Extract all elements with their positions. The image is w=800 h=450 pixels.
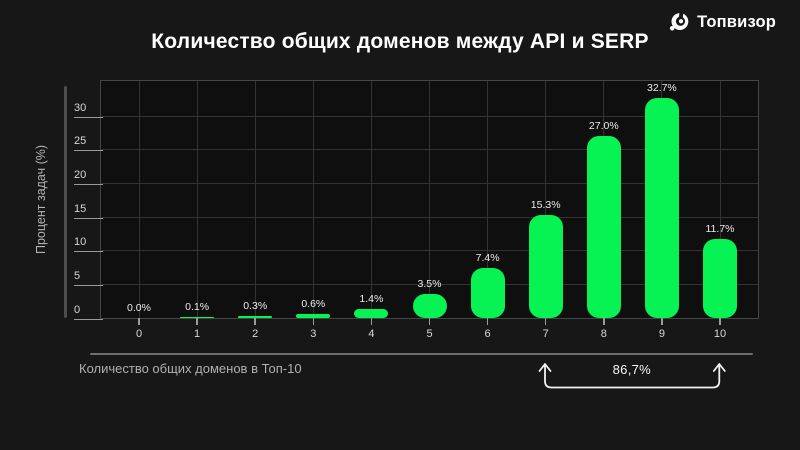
x-axis-title: Количество общих доменов в Топ-10 xyxy=(79,361,302,376)
gridline-vertical xyxy=(196,81,198,318)
bar xyxy=(412,294,447,318)
bar xyxy=(238,316,273,318)
y-tick-label: 10 xyxy=(74,237,103,253)
x-tick-label: 7 xyxy=(542,328,549,340)
range-annotation: 86,7% xyxy=(536,359,728,390)
annotation-label: 86,7% xyxy=(612,362,652,377)
y-tick-label: 20 xyxy=(74,169,103,185)
y-axis-accent-line xyxy=(64,86,67,318)
gridline-vertical xyxy=(254,81,256,318)
range-bracket-icon xyxy=(538,363,726,389)
bar xyxy=(528,215,563,318)
x-tick-mark xyxy=(428,318,431,325)
bar-value-label: 7.4% xyxy=(475,251,500,264)
gridline-vertical xyxy=(138,81,140,318)
x-tick-mark xyxy=(370,318,373,325)
bar xyxy=(354,309,389,318)
bar xyxy=(586,136,621,318)
x-tick-label: 10 xyxy=(713,328,727,340)
axis-separator-line xyxy=(90,353,753,355)
bracket-path xyxy=(543,365,720,389)
page-title: Количество общих доменов между API и SER… xyxy=(151,30,649,53)
bar-value-label: 0.1% xyxy=(185,300,210,313)
x-tick-mark xyxy=(544,318,547,325)
bracket-arrow-left-icon xyxy=(538,363,552,372)
plot-area: 0 5 10 15 20 25 30 0.0% 0 0.1% 1 0.3% 2 0.6% 3 1.4% 4 3.5… xyxy=(74,80,759,340)
y-tick-label: 0 xyxy=(74,304,103,320)
x-tick-label: 1 xyxy=(194,328,201,340)
x-tick-label: 9 xyxy=(658,328,665,340)
bar-value-label: 0.0% xyxy=(127,301,151,314)
x-tick-label: 6 xyxy=(484,328,491,340)
bar xyxy=(296,314,331,318)
x-tick-mark xyxy=(254,318,256,325)
x-tick-mark xyxy=(661,318,663,325)
x-tick-mark xyxy=(719,318,721,325)
brand-logo: Топвизор xyxy=(668,10,776,33)
bar xyxy=(703,239,737,318)
bar-value-label: 0.6% xyxy=(301,297,326,310)
bar-value-label: 3.5% xyxy=(417,277,442,290)
x-tick-mark xyxy=(138,318,140,325)
bar xyxy=(644,98,679,318)
y-tick-label: 15 xyxy=(74,203,103,219)
y-tick-label: 25 xyxy=(74,136,103,152)
bar-value-label: 27.0% xyxy=(588,119,619,132)
x-tick-mark xyxy=(603,318,605,325)
gridline-vertical xyxy=(719,81,721,318)
y-tick-label: 30 xyxy=(74,102,103,118)
x-tick-label: 2 xyxy=(252,328,259,340)
bar-value-label: 11.7% xyxy=(705,222,735,235)
topvisor-swirl-icon xyxy=(668,10,690,33)
x-tick-label: 8 xyxy=(600,328,607,340)
x-tick-label: 3 xyxy=(310,328,317,340)
bracket-arrow-right-icon xyxy=(712,363,726,372)
x-tick-mark xyxy=(312,318,315,325)
brand-name: Топвизор xyxy=(697,12,776,31)
y-tick-label: 5 xyxy=(74,270,103,286)
gridline-vertical xyxy=(545,81,547,318)
x-tick-label: 4 xyxy=(368,328,375,340)
bar-value-label: 0.3% xyxy=(243,299,268,312)
bar-value-label: 1.4% xyxy=(359,292,384,305)
x-tick-mark xyxy=(196,318,198,325)
x-tick-label: 5 xyxy=(426,328,433,340)
y-axis-title: Процент задач (%) xyxy=(34,144,48,255)
bar-value-label: 32.7% xyxy=(647,81,677,94)
gridline-vertical xyxy=(487,81,489,318)
gridline-vertical xyxy=(312,81,314,318)
gridline-vertical xyxy=(429,81,430,318)
gridline-vertical xyxy=(370,81,372,318)
x-tick-label: 0 xyxy=(135,328,143,340)
bar xyxy=(180,317,215,318)
x-tick-mark xyxy=(486,318,489,325)
bar xyxy=(470,268,505,318)
bar-value-label: 15.3% xyxy=(530,198,561,211)
